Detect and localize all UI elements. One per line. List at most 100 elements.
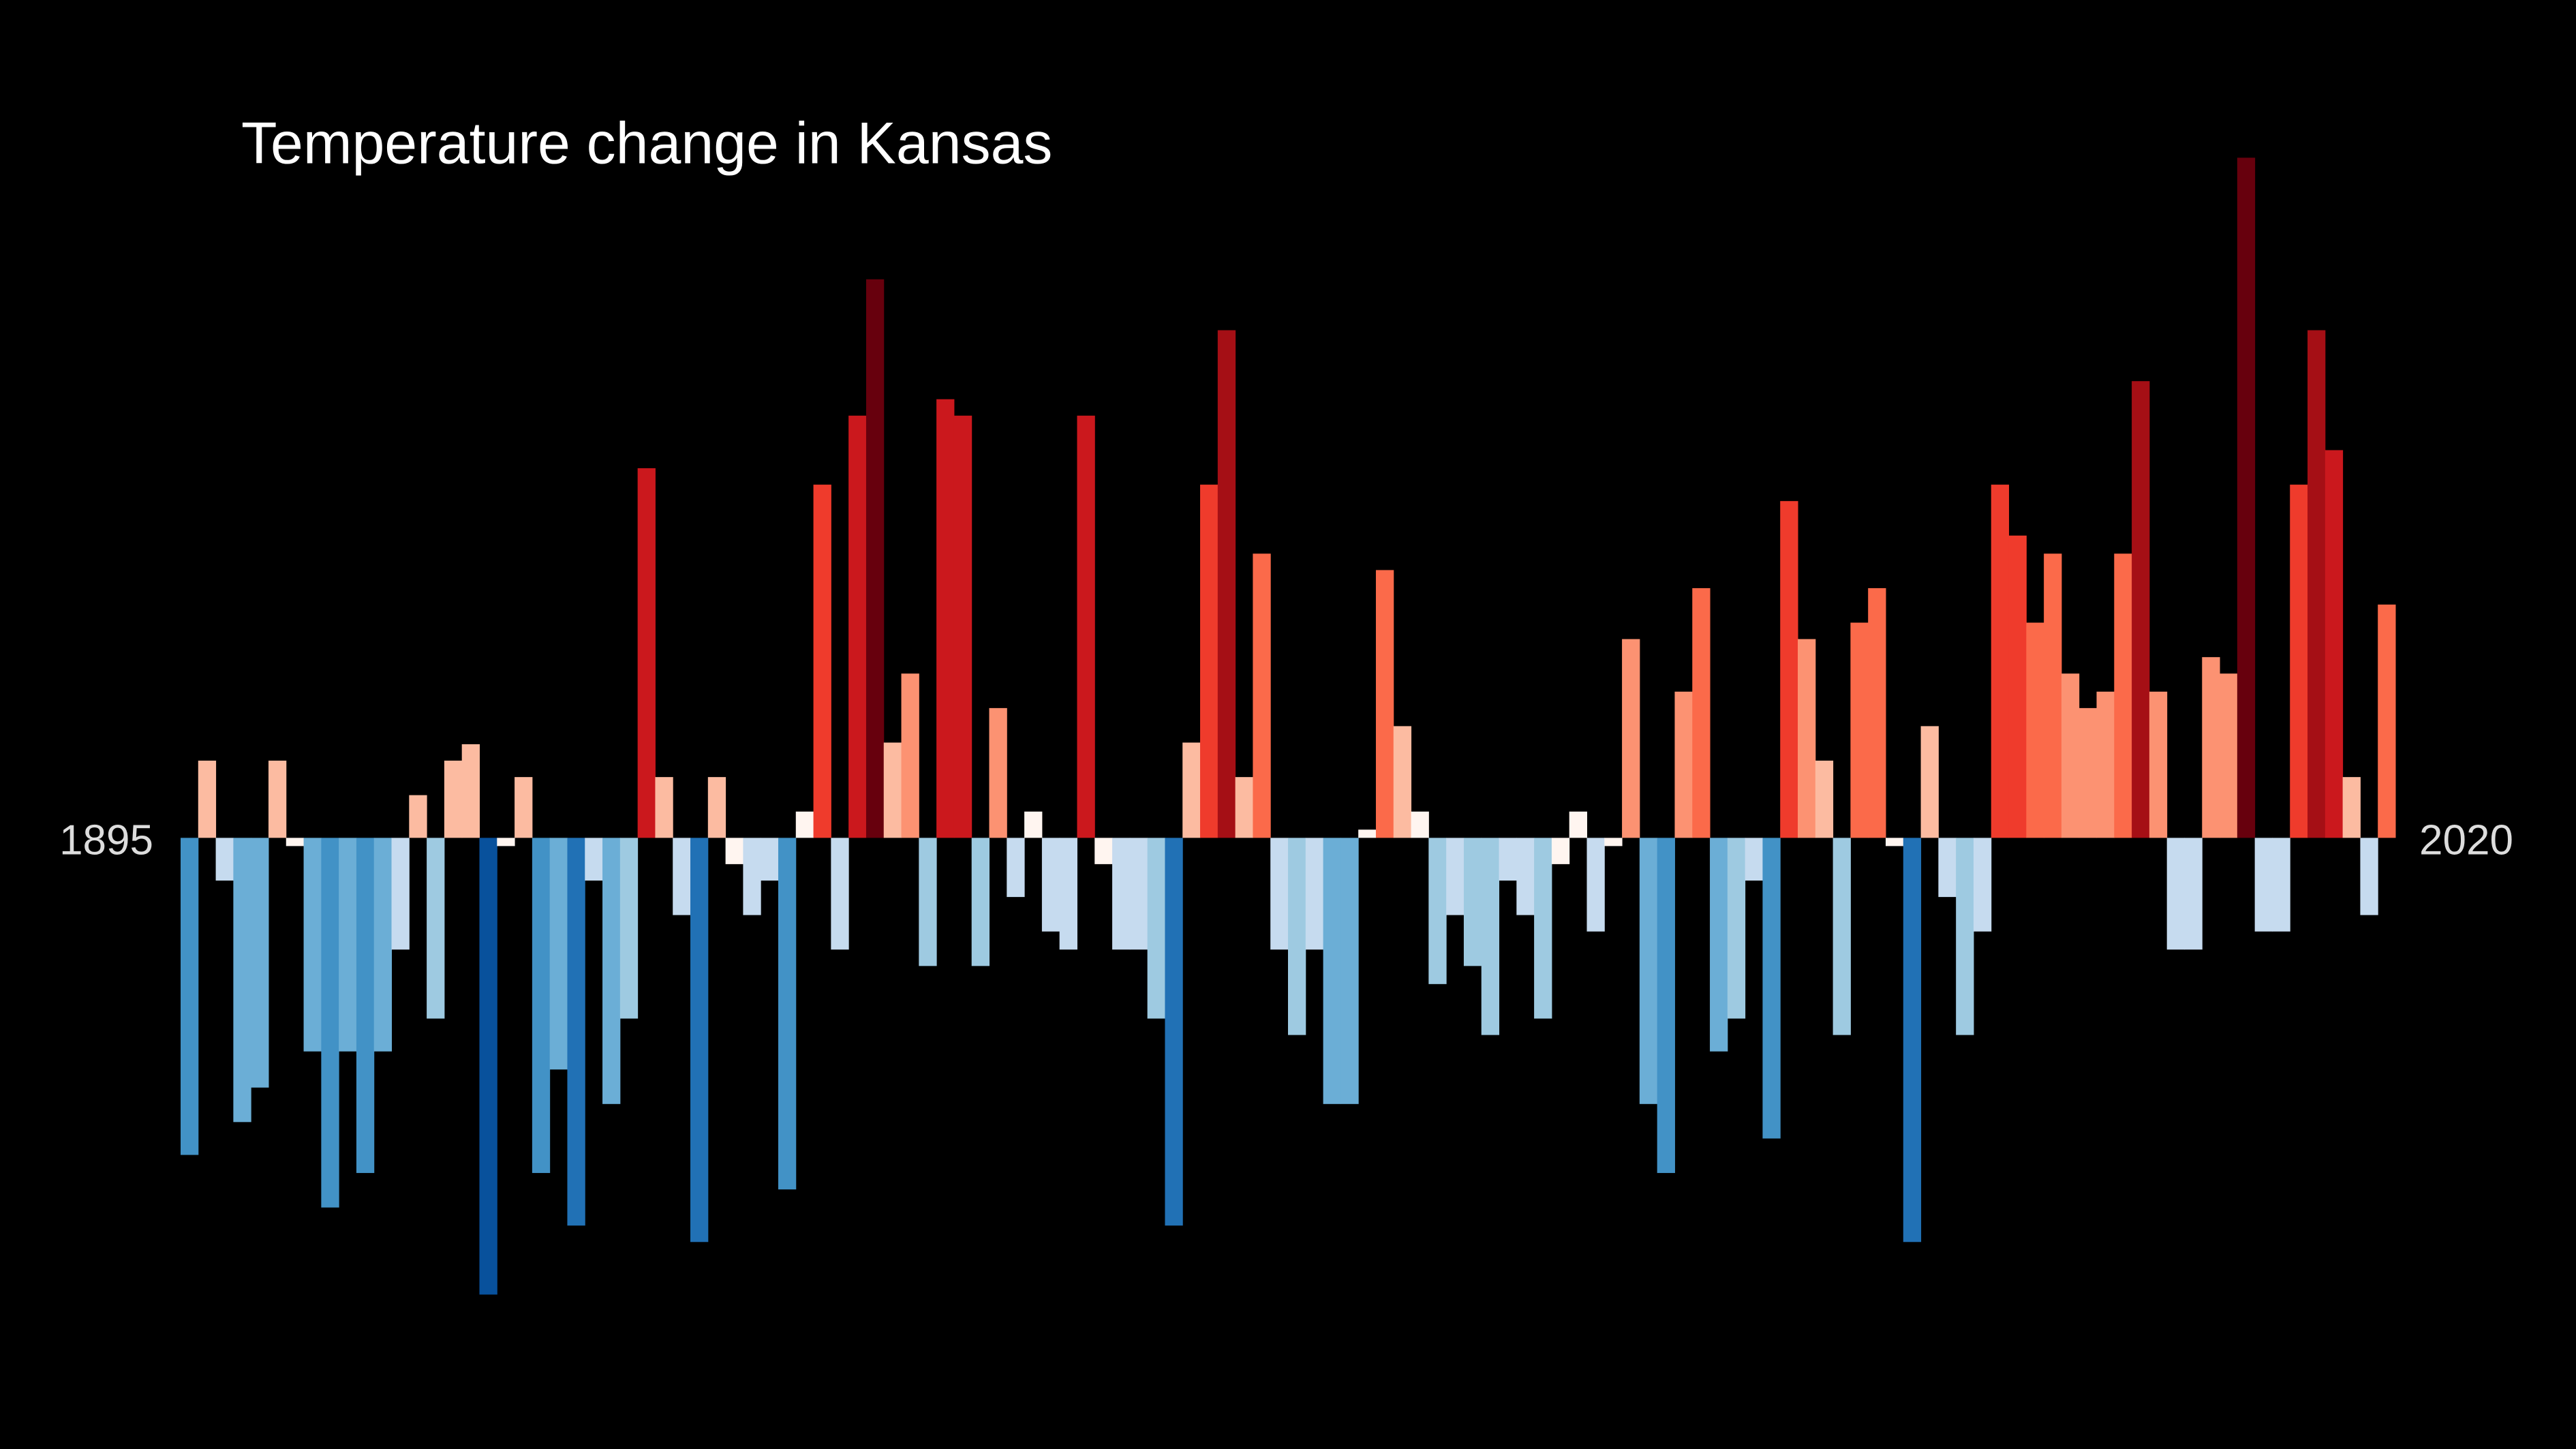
bar (1094, 838, 1113, 864)
bar (1253, 553, 1271, 838)
bar (268, 761, 287, 838)
bar (549, 838, 568, 1070)
bar (2026, 622, 2044, 838)
bar (1710, 838, 1728, 1052)
bar (1463, 838, 1482, 966)
bar (1885, 838, 1904, 846)
bar (848, 415, 867, 838)
bar (321, 838, 339, 1208)
bar (532, 838, 551, 1174)
bar (2342, 777, 2361, 838)
bar (356, 838, 375, 1174)
bar (690, 838, 709, 1242)
bar (181, 838, 199, 1155)
bar (655, 777, 673, 838)
bar (1393, 726, 1412, 838)
bar (1762, 838, 1781, 1139)
bar (1815, 761, 1834, 838)
bar (1798, 639, 1816, 838)
bar (1850, 622, 1869, 838)
bar (497, 838, 515, 846)
bar (567, 838, 585, 1226)
bar (585, 838, 603, 881)
bar (1674, 691, 1693, 838)
bars (181, 157, 2396, 1295)
bar (936, 399, 955, 838)
bar (2290, 485, 2308, 838)
bar (1270, 838, 1289, 950)
bar (1340, 838, 1359, 1104)
bar (1077, 415, 1095, 838)
start-year-label: 1895 (59, 817, 153, 864)
bar (2307, 330, 2326, 838)
bar (1516, 838, 1535, 915)
bar (2096, 691, 2115, 838)
bar (795, 811, 814, 838)
bar (1428, 838, 1447, 984)
bar (2149, 691, 2168, 838)
bar (2378, 605, 2396, 838)
bar (286, 838, 305, 846)
bar (778, 838, 797, 1190)
bar (901, 673, 919, 838)
bar (1059, 838, 1077, 950)
bar (1903, 838, 1922, 1242)
bar (2325, 450, 2344, 838)
bar (673, 838, 691, 915)
bar (2184, 838, 2203, 950)
bar (865, 279, 885, 838)
bar (1411, 811, 1429, 838)
bar (215, 838, 234, 881)
bar (1481, 838, 1500, 1035)
bar (1024, 811, 1043, 838)
bar (883, 742, 902, 838)
bar (303, 838, 322, 1052)
bar (1657, 838, 1675, 1174)
bar (2008, 535, 2027, 838)
bar (1727, 838, 1746, 1019)
bar (2202, 657, 2220, 838)
bar (2360, 838, 2378, 915)
bar (1200, 485, 1218, 838)
bar (1569, 811, 1587, 838)
bar (1041, 838, 1060, 932)
bar (989, 707, 1007, 838)
bar (233, 838, 251, 1123)
bar (813, 485, 831, 838)
bar (1973, 838, 1992, 932)
bar (1323, 838, 1341, 1104)
bar (725, 838, 743, 864)
bar (1991, 485, 2010, 838)
bar (1147, 838, 1165, 1019)
bar (1499, 838, 1517, 881)
bar (2044, 553, 2062, 838)
bar (1446, 838, 1465, 915)
bar (2220, 673, 2238, 838)
bar (339, 838, 357, 1052)
bar (427, 838, 445, 1019)
bar (2166, 838, 2185, 950)
bar (2079, 707, 2098, 838)
bar (1745, 838, 1763, 881)
bar (1551, 838, 1570, 864)
bar (1833, 838, 1851, 1035)
bar (373, 838, 393, 1052)
bar (707, 777, 726, 838)
bar (479, 838, 497, 1295)
bar (2061, 673, 2080, 838)
bar (1007, 838, 1025, 898)
bar (2272, 838, 2290, 932)
bar (1938, 838, 1957, 898)
bar (461, 744, 480, 838)
bar (1868, 588, 1886, 838)
bar (1534, 838, 1552, 1019)
bar (831, 838, 849, 950)
bar (1956, 838, 1974, 1035)
bar (1358, 829, 1377, 838)
bar (619, 838, 639, 1019)
bar (1604, 838, 1623, 846)
end-year-label: 2020 (2419, 817, 2513, 864)
bar (198, 761, 217, 838)
